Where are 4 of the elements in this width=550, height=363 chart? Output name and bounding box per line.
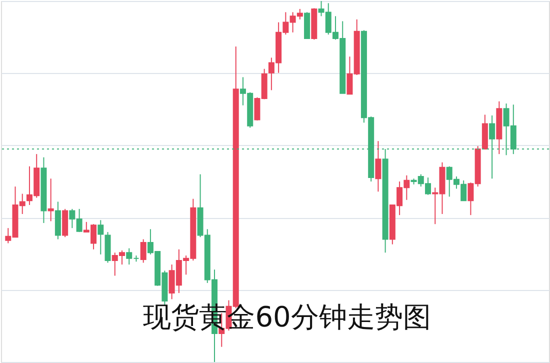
candlestick [48,178,54,222]
candlestick [375,140,382,192]
candlestick [98,220,104,255]
candlestick [140,238,146,264]
